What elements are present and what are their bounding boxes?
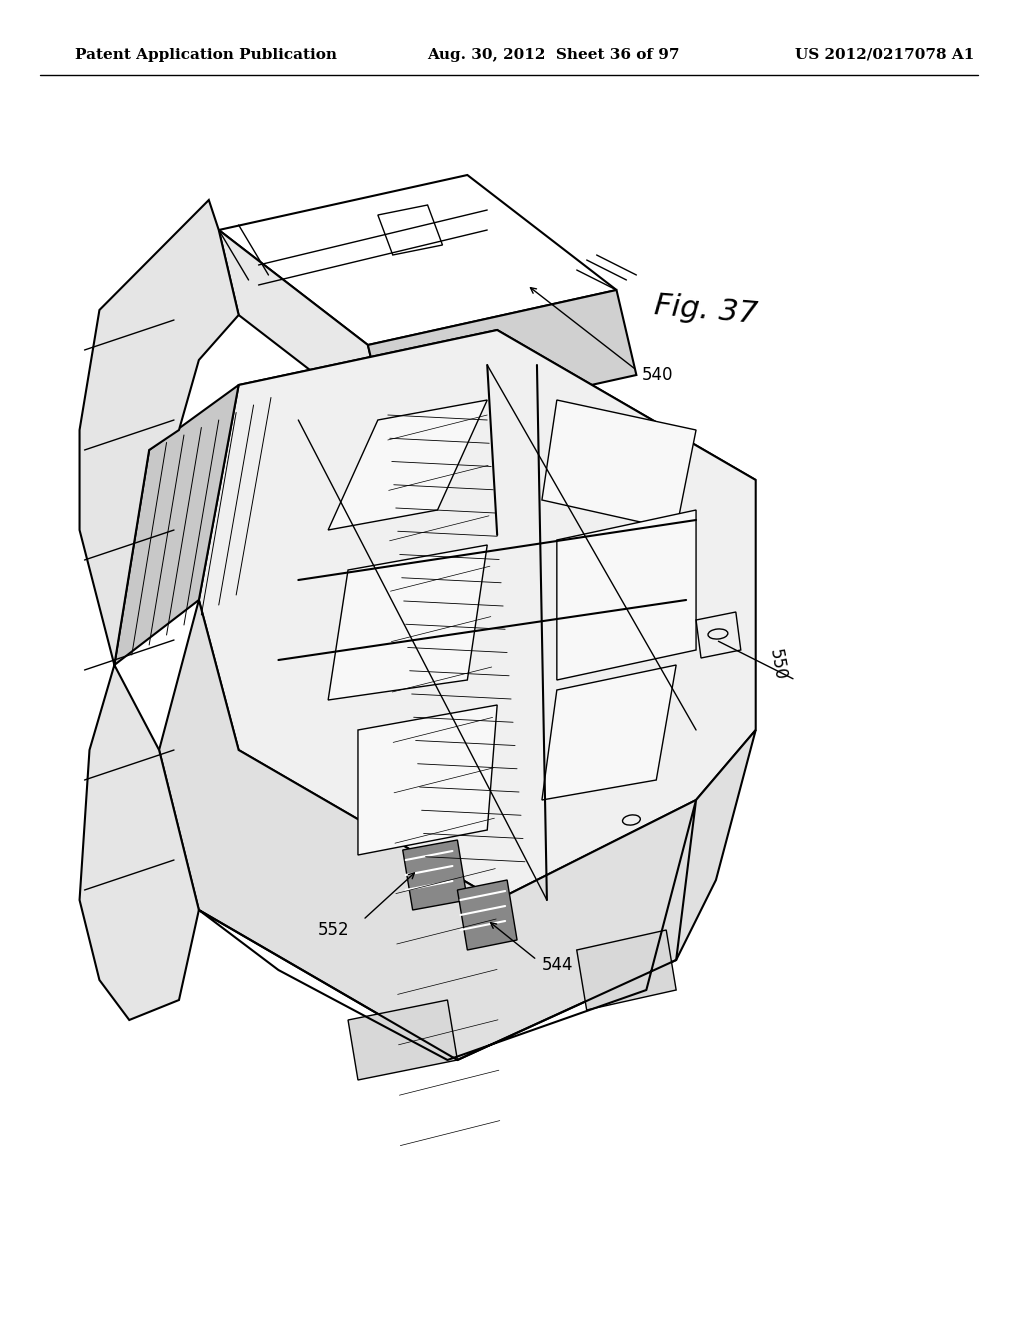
- Polygon shape: [577, 931, 676, 1010]
- Text: Aug. 30, 2012  Sheet 36 of 97: Aug. 30, 2012 Sheet 36 of 97: [428, 48, 680, 62]
- Polygon shape: [557, 510, 696, 680]
- Polygon shape: [328, 400, 487, 531]
- Text: 550: 550: [766, 648, 788, 682]
- Polygon shape: [358, 705, 498, 855]
- Polygon shape: [402, 840, 467, 909]
- Text: US 2012/0217078 A1: US 2012/0217078 A1: [796, 48, 975, 62]
- Polygon shape: [368, 290, 636, 430]
- Polygon shape: [80, 201, 239, 1020]
- Text: Fig. 37: Fig. 37: [653, 290, 759, 329]
- Polygon shape: [348, 1001, 458, 1080]
- Polygon shape: [115, 385, 239, 665]
- Text: Patent Application Publication: Patent Application Publication: [75, 48, 337, 62]
- Polygon shape: [458, 880, 517, 950]
- Polygon shape: [328, 545, 487, 700]
- Text: 544: 544: [542, 956, 573, 974]
- Polygon shape: [239, 330, 756, 535]
- Polygon shape: [542, 400, 696, 531]
- Polygon shape: [199, 330, 756, 900]
- Text: 552: 552: [318, 921, 350, 939]
- Text: 540: 540: [641, 366, 673, 384]
- Polygon shape: [542, 665, 676, 800]
- Polygon shape: [219, 230, 388, 430]
- Polygon shape: [159, 601, 756, 1060]
